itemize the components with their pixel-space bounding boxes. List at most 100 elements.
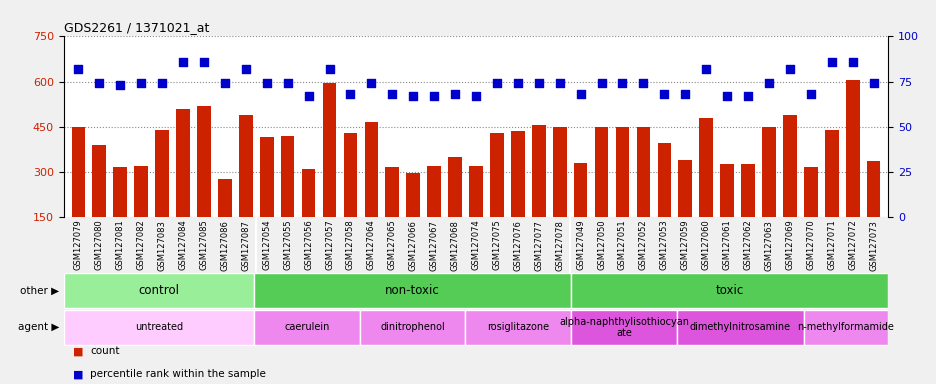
Bar xyxy=(657,143,670,217)
Bar xyxy=(254,273,571,308)
Text: GSM127082: GSM127082 xyxy=(137,220,145,270)
Text: GSM127078: GSM127078 xyxy=(555,220,563,271)
Text: toxic: toxic xyxy=(715,285,743,297)
Point xyxy=(112,82,127,88)
Bar xyxy=(134,166,148,217)
Text: GSM127053: GSM127053 xyxy=(659,220,668,270)
Text: GSM127076: GSM127076 xyxy=(513,220,521,271)
Text: GSM127055: GSM127055 xyxy=(283,220,292,270)
Bar xyxy=(64,310,254,345)
Point xyxy=(739,93,754,99)
Point xyxy=(280,80,295,86)
Bar xyxy=(532,125,545,217)
Text: GSM127072: GSM127072 xyxy=(847,220,856,270)
Point xyxy=(719,93,734,99)
Bar xyxy=(301,169,315,217)
Bar xyxy=(571,273,887,308)
Bar xyxy=(71,127,85,217)
Text: GSM127061: GSM127061 xyxy=(722,220,731,270)
Bar xyxy=(218,179,231,217)
Point xyxy=(300,93,315,99)
Text: GSM127057: GSM127057 xyxy=(325,220,333,270)
Point xyxy=(92,80,107,86)
Text: GSM127085: GSM127085 xyxy=(199,220,208,270)
Point xyxy=(761,80,776,86)
Point xyxy=(824,59,839,65)
Text: GSM127084: GSM127084 xyxy=(179,220,187,270)
Text: GSM127075: GSM127075 xyxy=(492,220,501,270)
Text: GSM127086: GSM127086 xyxy=(220,220,229,271)
Bar xyxy=(113,167,127,217)
Bar xyxy=(385,167,399,217)
Text: GSM127064: GSM127064 xyxy=(367,220,375,270)
Point xyxy=(363,80,378,86)
Text: GSM127065: GSM127065 xyxy=(388,220,396,270)
Bar xyxy=(239,115,253,217)
Text: ■: ■ xyxy=(73,369,83,379)
Bar xyxy=(359,310,465,345)
Bar xyxy=(740,164,754,217)
Point xyxy=(698,66,713,72)
Text: GSM127059: GSM127059 xyxy=(680,220,689,270)
Point xyxy=(510,80,525,86)
Bar xyxy=(761,127,775,217)
Text: GSM127071: GSM127071 xyxy=(826,220,835,270)
Text: untreated: untreated xyxy=(135,322,183,333)
Point xyxy=(865,80,880,86)
Text: count: count xyxy=(90,346,119,356)
Bar xyxy=(469,166,482,217)
Bar xyxy=(93,145,106,217)
Text: GSM127063: GSM127063 xyxy=(764,220,772,271)
Bar xyxy=(552,127,566,217)
Point xyxy=(217,80,232,86)
Point xyxy=(405,93,420,99)
Text: GSM127054: GSM127054 xyxy=(262,220,271,270)
Bar xyxy=(197,106,211,217)
Point xyxy=(844,59,859,65)
Bar xyxy=(176,109,190,217)
Bar xyxy=(406,173,419,217)
Text: GSM127073: GSM127073 xyxy=(869,220,877,271)
Point xyxy=(447,91,462,97)
Bar xyxy=(155,130,168,217)
Text: percentile rank within the sample: percentile rank within the sample xyxy=(90,369,266,379)
Point xyxy=(134,80,149,86)
Bar xyxy=(845,80,858,217)
Bar xyxy=(803,167,817,217)
Point xyxy=(385,91,400,97)
Text: dinitrophenol: dinitrophenol xyxy=(380,322,445,333)
Point xyxy=(175,59,190,65)
Text: GSM127079: GSM127079 xyxy=(74,220,82,270)
Text: agent ▶: agent ▶ xyxy=(18,322,59,333)
Text: GSM127074: GSM127074 xyxy=(471,220,480,270)
Text: caerulein: caerulein xyxy=(284,322,329,333)
Text: other ▶: other ▶ xyxy=(20,286,59,296)
Point xyxy=(551,80,566,86)
Bar xyxy=(490,133,504,217)
Point xyxy=(71,66,86,72)
Point xyxy=(531,80,546,86)
Bar xyxy=(824,130,838,217)
Text: GSM127070: GSM127070 xyxy=(806,220,814,270)
Bar xyxy=(344,133,357,217)
Bar xyxy=(465,310,571,345)
Point xyxy=(782,66,797,72)
Text: GSM127087: GSM127087 xyxy=(241,220,250,271)
Bar xyxy=(594,127,607,217)
Text: GSM127067: GSM127067 xyxy=(430,220,438,271)
Point xyxy=(573,91,588,97)
Text: GSM127050: GSM127050 xyxy=(596,220,606,270)
Point xyxy=(656,91,671,97)
Point xyxy=(593,80,608,86)
Point xyxy=(802,91,817,97)
Point xyxy=(677,91,692,97)
Bar xyxy=(571,310,676,345)
Bar xyxy=(447,157,461,217)
Text: GSM127080: GSM127080 xyxy=(95,220,104,270)
Text: GSM127068: GSM127068 xyxy=(450,220,459,271)
Text: GSM127060: GSM127060 xyxy=(701,220,709,270)
Bar xyxy=(803,310,887,345)
Point xyxy=(154,80,169,86)
Point xyxy=(322,66,337,72)
Bar xyxy=(254,310,359,345)
